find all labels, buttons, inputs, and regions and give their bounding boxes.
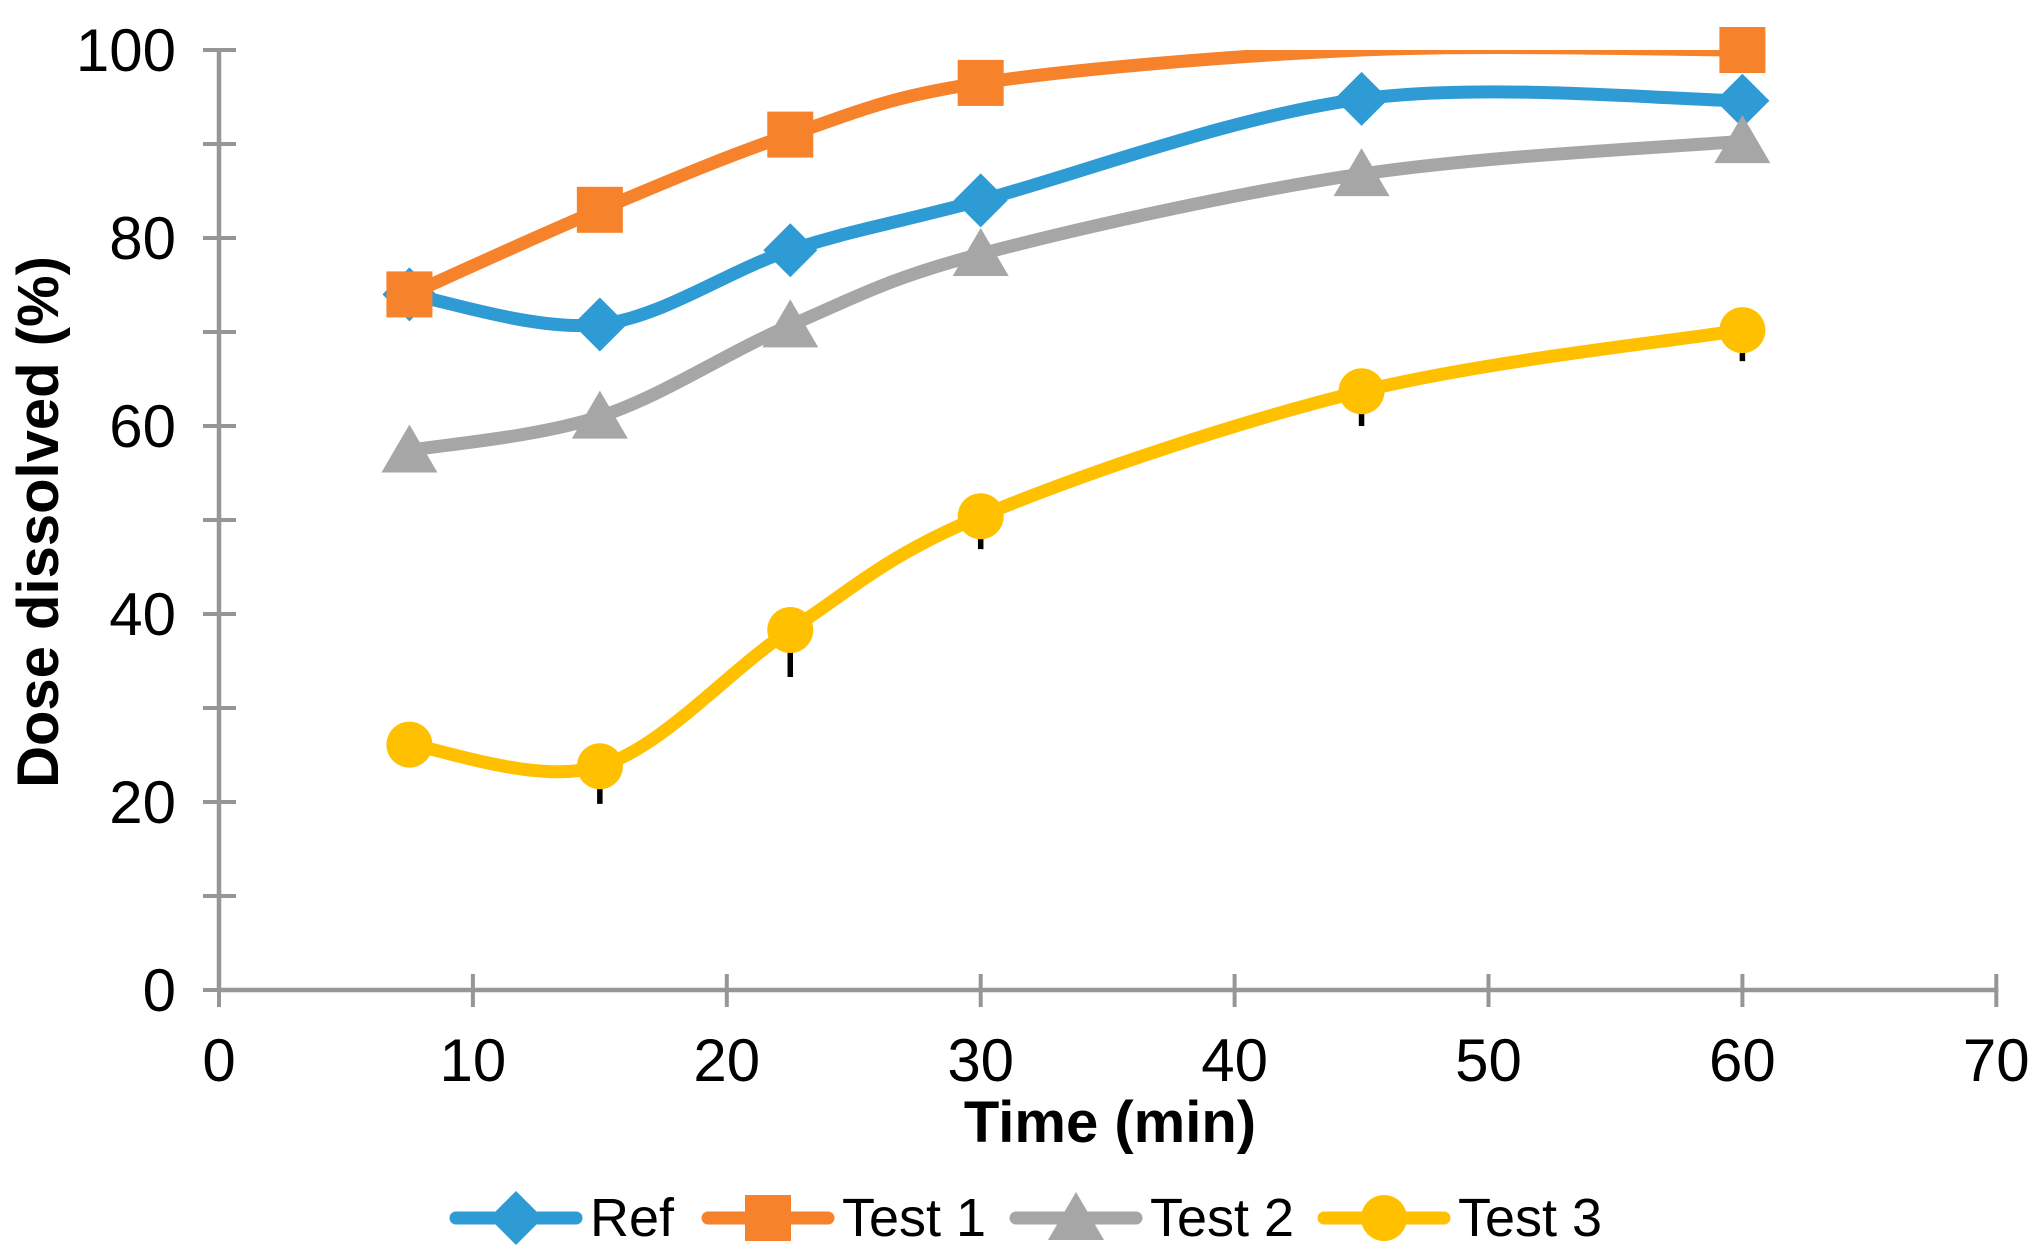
- legend-item-ref: Ref: [449, 1188, 675, 1248]
- y-tick-label: 20: [109, 769, 176, 836]
- square-marker: [767, 111, 814, 158]
- series-test-2: [381, 115, 1771, 473]
- triangle-marker: [762, 299, 819, 348]
- x-tick-label: 20: [693, 1027, 760, 1094]
- series-test-3: [386, 307, 1766, 804]
- legend: Ref Test 1 Test 2 Test 3: [449, 1188, 1602, 1248]
- y-tick-label: 0: [143, 957, 176, 1024]
- series-test-1: [386, 27, 1766, 318]
- legend-item-test-1: Test 1: [701, 1188, 986, 1248]
- legend-diamond-icon: [489, 1191, 543, 1245]
- square-marker: [386, 271, 433, 318]
- x-tick-label: 10: [440, 1027, 507, 1094]
- y-tick-label: 100: [76, 17, 176, 84]
- square-marker: [1719, 27, 1766, 73]
- axes: [203, 48, 1999, 1007]
- y-tick-label: 40: [109, 581, 176, 648]
- circle-marker: [957, 493, 1004, 540]
- y-tick-label: 60: [109, 393, 176, 460]
- triangle-marker: [1714, 115, 1771, 164]
- square-marker: [576, 186, 623, 233]
- tick-labels: 0 10 20 30 40 50 60 70 0 20 40 60 80 100: [76, 17, 2030, 1094]
- diamond-marker: [1334, 71, 1389, 126]
- legend-label: Test 3: [1458, 1188, 1602, 1248]
- circle-marker: [386, 721, 433, 768]
- circle-marker: [576, 743, 623, 790]
- diamond-marker: [572, 297, 627, 352]
- triangle-marker: [381, 424, 438, 473]
- circle-marker: [1719, 307, 1766, 354]
- legend-circle-icon: [1361, 1195, 1407, 1241]
- y-axis-title: Dose dissolved (%): [6, 256, 71, 788]
- series-area: [381, 27, 1771, 804]
- series-line: [402, 323, 1749, 779]
- legend-item-test-3: Test 3: [1317, 1188, 1602, 1248]
- legend-label: Ref: [590, 1188, 675, 1248]
- circle-marker: [1338, 368, 1385, 415]
- x-tick-label: 40: [1201, 1027, 1268, 1094]
- x-tick-label: 0: [202, 1027, 235, 1094]
- x-tick-label: 70: [1963, 1027, 2030, 1094]
- legend-triangle-icon: [1048, 1192, 1104, 1240]
- triangle-marker: [1333, 148, 1390, 197]
- legend-item-test-2: Test 2: [1009, 1188, 1294, 1248]
- triangle-marker: [571, 390, 628, 439]
- legend-square-icon: [745, 1195, 791, 1241]
- x-tick-label: 60: [1709, 1027, 1776, 1094]
- diamond-marker: [953, 173, 1008, 228]
- square-marker: [957, 59, 1004, 106]
- diamond-marker: [763, 223, 818, 278]
- legend-label: Test 1: [842, 1188, 986, 1248]
- x-tick-label: 30: [947, 1027, 1014, 1094]
- legend-label: Test 2: [1150, 1188, 1294, 1248]
- x-axis-title: Time (min): [964, 1090, 1256, 1155]
- diamond-marker: [1715, 73, 1770, 128]
- triangle-marker: [952, 227, 1009, 276]
- circle-marker: [767, 606, 814, 653]
- x-tick-label: 50: [1455, 1027, 1522, 1094]
- y-tick-label: 80: [109, 205, 176, 272]
